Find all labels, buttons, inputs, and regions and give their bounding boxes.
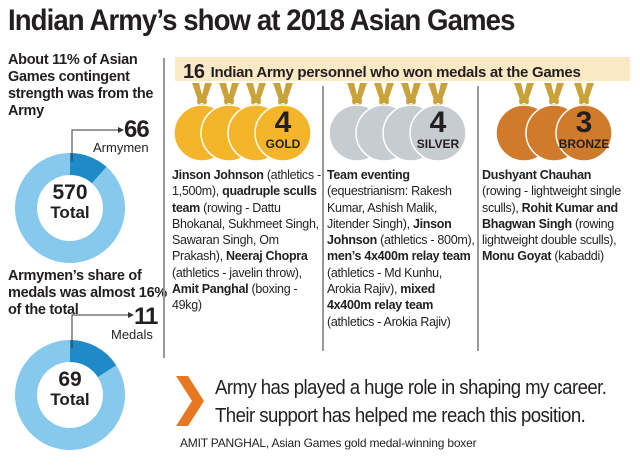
quote-chevron-icon xyxy=(176,376,204,426)
winner-detail: (boxing - 49kg) xyxy=(172,282,298,313)
donut-slice-1 xyxy=(15,340,125,450)
gold-winners-text: Jinson Johnson (athletics - 1,500m), qua… xyxy=(172,167,322,314)
donut-chart-2 xyxy=(15,312,134,450)
quote-speaker: AMIT PANGHAL, xyxy=(180,436,269,450)
winner-name: mixed 4x400m relay team xyxy=(327,282,435,313)
winner-detail: (athletics - 800m), xyxy=(376,233,475,248)
arrowhead-icon xyxy=(118,127,124,133)
stat2-heading: Armymen’s share of medals was almost 16%… xyxy=(8,268,167,318)
bronze-winners-text: Dushyant Chauhan (rowing - lightweight s… xyxy=(482,167,632,265)
winner-name: Monu Goyat xyxy=(482,249,552,264)
winner-name: Team eventing xyxy=(327,168,410,182)
silver-winners-text: Team eventing (equestrianism: Rakesh Kum… xyxy=(327,167,477,330)
winner-name: Rohit Kumar and Bhagwan Singh xyxy=(482,200,618,231)
winner-detail: (athletics - Md Kunhu, Arokia Rajiv), xyxy=(327,265,442,297)
winner-detail: (rowing - lightweight single sculls), xyxy=(482,184,621,215)
stat1-callout-label: Armymen xyxy=(93,140,149,155)
winner-detail: (kabaddi) xyxy=(551,249,604,264)
page-title: Indian Army’s show at 2018 Asian Games xyxy=(8,4,515,37)
medal-count: 4 xyxy=(429,106,447,139)
winner-name: Neeraj Chopra xyxy=(225,249,308,264)
quote-line-2: Their support has helped me reach this p… xyxy=(215,405,586,427)
callout-arrow xyxy=(71,129,118,161)
stat1-heading: About 11% of Asian Games contingent stre… xyxy=(8,52,154,119)
winner-name: Amit Panghal xyxy=(172,282,249,297)
winner-detail: (rowing lightweight double sculls), xyxy=(482,216,617,248)
arrowhead-icon xyxy=(128,312,134,318)
stat2-center-value: 69 xyxy=(58,368,82,391)
winner-detail: (athletics - Arokia Rajiv) xyxy=(327,314,451,329)
donut-slice-0 xyxy=(69,153,107,184)
medal-label: GOLD xyxy=(265,137,301,151)
silver-medals-icon xyxy=(328,83,467,162)
donut-chart-1 xyxy=(15,127,125,263)
stat2-callout-label: Medals xyxy=(111,327,153,342)
callout-arrow xyxy=(71,314,128,348)
quote-attribution: AMIT PANGHAL, Asian Games gold medal-win… xyxy=(180,436,477,450)
stat2-center-label: Total xyxy=(50,390,90,409)
stat1-center-label: Total xyxy=(50,203,90,222)
quote-speaker-desc: Asian Games gold medal-winning boxer xyxy=(268,436,477,450)
stat2-callout-value: 11 xyxy=(134,303,158,330)
stat1-callout-value: 66 xyxy=(124,116,150,143)
stat1-center-value: 570 xyxy=(52,181,88,204)
quote-line-1: Army has played a huge role in shaping m… xyxy=(215,377,607,399)
medal-count: 3 xyxy=(575,106,593,139)
divider xyxy=(163,58,165,358)
winner-detail: (athletics - 1,500m), xyxy=(172,168,321,199)
donut-slice-0 xyxy=(69,340,117,378)
bronze-medals-icon xyxy=(495,83,613,162)
medal-label: BRONZE xyxy=(558,137,610,151)
divider xyxy=(477,86,479,351)
banner-text: Indian Army personnel who won medals at … xyxy=(210,64,581,81)
medal-count: 4 xyxy=(274,106,292,139)
winner-name: Jinson Johnson xyxy=(172,168,264,182)
winner-detail: (equestrianism: Rakesh Kumar, Ashish Mal… xyxy=(327,184,452,231)
winner-name: men’s 4x400m relay team xyxy=(327,249,471,264)
winner-name: quadruple sculls team xyxy=(172,184,317,215)
gold-medals-icon xyxy=(173,83,312,162)
winner-detail: (athletics - javelin throw), xyxy=(172,265,302,280)
banner-count: 16 xyxy=(183,61,205,83)
donut-slice-1 xyxy=(15,153,125,263)
divider xyxy=(322,86,324,351)
medal-label: SILVER xyxy=(416,137,460,151)
winner-name: Jinson Johnson xyxy=(327,216,452,248)
winner-name: Dushyant Chauhan xyxy=(482,168,592,182)
medal-banner: 16 Indian Army personnel who won medals a… xyxy=(175,57,630,83)
winner-detail: (rowing - Dattu Bhokanal, Sukhmeet Singh… xyxy=(172,200,319,264)
